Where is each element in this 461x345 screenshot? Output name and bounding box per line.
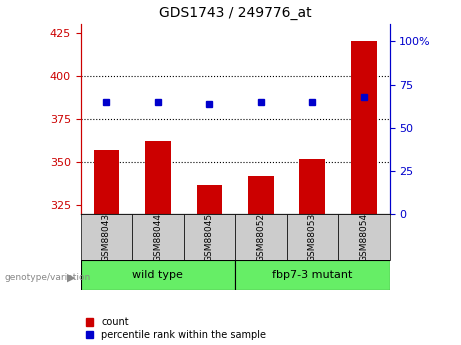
Bar (338, 214, 390, 260)
Bar (132, 214, 183, 260)
Bar (81, 214, 132, 260)
Bar (351, 41, 377, 345)
Bar (81, 260, 235, 290)
Text: GSM88045: GSM88045 (205, 213, 214, 262)
Legend: count, percentile rank within the sample: count, percentile rank within the sample (86, 317, 266, 340)
Bar (235, 260, 390, 290)
Text: wild type: wild type (132, 270, 183, 280)
Text: genotype/variation: genotype/variation (5, 273, 91, 282)
Bar (287, 214, 338, 260)
Text: GSM88053: GSM88053 (308, 213, 317, 262)
Text: ▶: ▶ (67, 273, 76, 283)
Text: fbp7-3 mutant: fbp7-3 mutant (272, 270, 353, 280)
Bar (183, 214, 235, 260)
Text: GSM88054: GSM88054 (359, 213, 368, 262)
Bar (94, 150, 119, 345)
Text: GSM88044: GSM88044 (154, 213, 162, 262)
Bar (248, 176, 274, 345)
Bar (196, 185, 222, 345)
Bar (235, 214, 287, 260)
Bar (145, 141, 171, 345)
Bar (300, 159, 325, 345)
Title: GDS1743 / 249776_at: GDS1743 / 249776_at (159, 6, 312, 20)
Text: GSM88043: GSM88043 (102, 213, 111, 262)
Text: GSM88052: GSM88052 (256, 213, 266, 262)
